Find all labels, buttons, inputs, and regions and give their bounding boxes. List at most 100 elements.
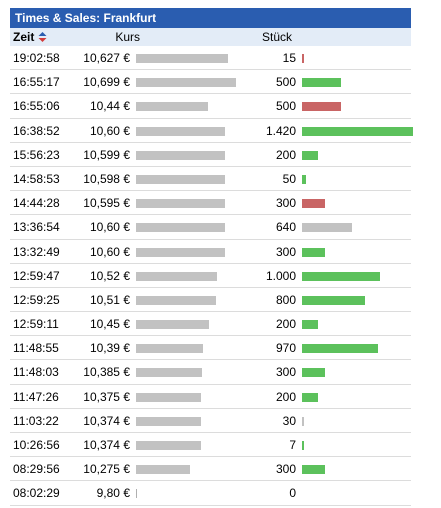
trade-time: 08:29:56: [13, 462, 60, 477]
trade-price: 10,599 €: [83, 147, 130, 162]
trade-quantity: 200: [275, 389, 296, 404]
trade-row: 08:02:29 9,80 € 0: [10, 481, 411, 506]
widget-title: Times & Sales: Frankfurt: [10, 8, 411, 28]
column-header-row: Zeit Kurs Stück: [10, 28, 411, 46]
price-bar: [136, 416, 201, 426]
trade-time: 16:38:52: [13, 123, 60, 138]
trade-time: 16:55:06: [13, 99, 60, 114]
trade-row: 08:29:56 10,275 € 300: [10, 457, 411, 482]
trade-quantity: 15: [282, 51, 296, 65]
trade-quantity: 0: [289, 486, 296, 501]
price-bar: [136, 223, 226, 233]
price-bar: [136, 126, 226, 136]
trade-quantity: 200: [275, 317, 296, 332]
volume-bar: [302, 223, 353, 233]
times-and-sales-widget: Times & Sales: Frankfurt Zeit Kurs Stück…: [10, 8, 413, 506]
volume-bar: [302, 174, 306, 184]
volume-bar: [302, 344, 378, 354]
volume-bar: [302, 199, 326, 209]
trade-price: 10,374 €: [83, 438, 130, 452]
price-bar: [136, 295, 216, 305]
trade-row: 16:38:52 10,60 € 1.420: [10, 119, 413, 143]
trade-quantity: 300: [275, 244, 296, 259]
trade-price: 10,52 €: [89, 268, 130, 283]
price-bar: [136, 344, 203, 354]
trade-row: 11:47:26 10,375 € 200: [10, 385, 411, 409]
trade-time: 15:56:23: [13, 147, 60, 162]
trade-time: 14:58:53: [13, 171, 60, 186]
trade-price: 10,39 €: [89, 341, 130, 356]
price-bar: [136, 271, 217, 281]
trade-row: 12:59:11 10,45 € 200: [10, 312, 411, 337]
trade-price: 10,595 €: [83, 196, 130, 211]
trade-row: 19:02:58 10,627 € 15: [10, 46, 411, 71]
trade-price: 9,80 €: [96, 486, 130, 501]
trade-quantity: 30: [282, 413, 296, 428]
trade-row: 12:59:47 10,52 € 1.000: [10, 264, 411, 288]
trade-quantity: 1.420: [265, 123, 296, 138]
trade-time: 11:47:26: [13, 389, 59, 404]
trade-price: 10,699 €: [83, 75, 130, 90]
trade-time: 08:02:29: [13, 486, 60, 501]
trade-row: 14:44:28 10,595 € 300: [10, 191, 411, 216]
trade-row: 15:56:23 10,599 € 200: [10, 143, 411, 167]
trade-price: 10,51 €: [89, 292, 130, 307]
trade-price: 10,60 €: [89, 220, 130, 235]
trade-time: 10:26:56: [13, 438, 60, 452]
column-header-quantity: Stück: [262, 30, 293, 44]
trade-row: 11:48:55 10,39 € 970: [10, 336, 411, 361]
trade-price: 10,627 €: [83, 51, 130, 65]
price-bar: [136, 368, 203, 378]
column-header-time[interactable]: Zeit: [13, 30, 35, 44]
price-bar: [136, 247, 226, 257]
trade-quantity: 800: [275, 292, 296, 307]
trade-row: 11:48:03 10,385 € 300: [10, 360, 411, 385]
volume-bar: [302, 441, 304, 450]
trade-price: 10,45 €: [89, 317, 130, 332]
volume-bar: [302, 320, 318, 330]
trade-price: 10,385 €: [83, 365, 130, 380]
trade-price: 10,60 €: [89, 123, 130, 138]
trade-time: 19:02:58: [13, 51, 60, 65]
trade-time: 16:55:17: [13, 75, 60, 90]
trade-price: 10,598 €: [83, 171, 130, 186]
trade-quantity: 200: [275, 147, 296, 162]
trade-time: 13:32:49: [13, 244, 60, 259]
trade-quantity: 300: [275, 196, 296, 211]
trade-time: 12:59:11: [13, 317, 59, 332]
volume-bar: [302, 271, 381, 281]
volume-bar: [302, 368, 326, 378]
trade-row: 13:36:54 10,60 € 640: [10, 215, 411, 240]
volume-bar: [302, 54, 304, 63]
column-header-price: Kurs: [115, 30, 140, 44]
trade-price: 10,60 €: [89, 244, 130, 259]
sort-icon[interactable]: [38, 31, 47, 43]
price-bar: [136, 199, 225, 209]
trade-list: 19:02:58 10,627 € 15 16:55:17 10,699 € 50 0 16:…: [10, 46, 413, 506]
price-bar: [136, 465, 191, 475]
trade-row: 14:58:53 10,598 € 50: [10, 167, 411, 192]
trade-time: 11:48:55: [13, 341, 59, 356]
price-bar: [136, 78, 236, 88]
volume-bar: [302, 150, 318, 160]
trade-row: 16:55:17 10,699 € 500: [10, 70, 411, 95]
volume-bar: [302, 295, 365, 305]
volume-bar: [302, 392, 318, 402]
price-bar: [136, 102, 209, 112]
trade-price: 10,375 €: [83, 389, 130, 404]
price-bar: [136, 54, 229, 63]
trade-time: 11:03:22: [13, 413, 59, 428]
price-bar: [136, 441, 201, 450]
trade-row: 12:59:25 10,51 € 800: [10, 288, 411, 313]
price-bar: [136, 320, 210, 330]
trade-price: 10,44 €: [89, 99, 130, 114]
trade-quantity: 7: [289, 438, 296, 452]
trade-row: 11:03:22 10,374 € 30: [10, 409, 411, 433]
trade-quantity: 50: [282, 171, 296, 186]
trade-time: 14:44:28: [13, 196, 60, 211]
volume-bar: [302, 247, 326, 257]
trade-price: 10,275 €: [83, 462, 130, 477]
trade-time: 13:36:54: [13, 220, 60, 235]
volume-bar: [302, 416, 305, 426]
trade-row: 16:55:06 10,44 € 500: [10, 94, 411, 119]
